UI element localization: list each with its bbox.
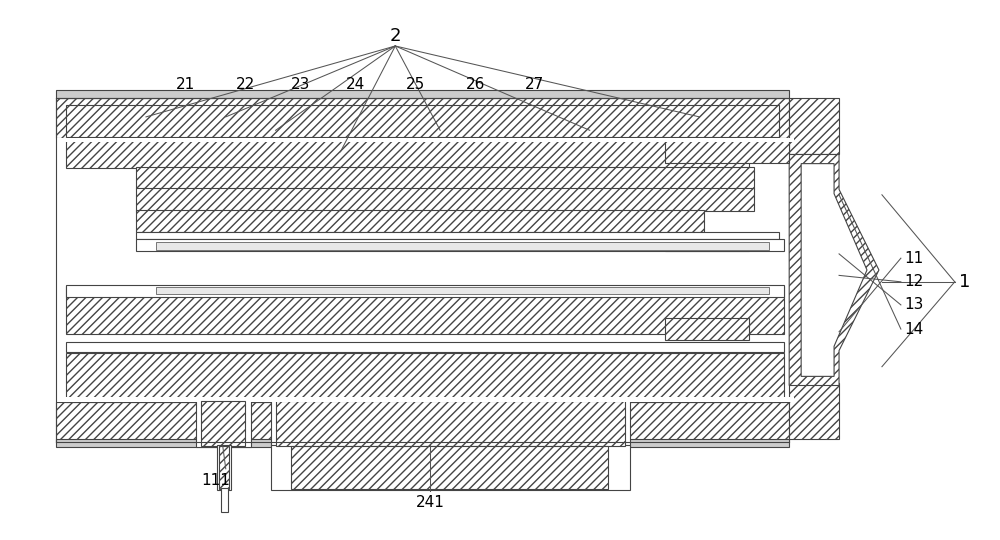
Bar: [56, 439, 789, 447]
Bar: [665, 239, 749, 251]
Text: 11: 11: [904, 251, 923, 266]
Bar: [291, 446, 608, 489]
Text: 22: 22: [236, 77, 255, 92]
Bar: [136, 167, 754, 190]
Bar: [56, 397, 794, 402]
Bar: [789, 383, 839, 439]
Bar: [66, 105, 779, 137]
Bar: [136, 239, 784, 251]
Bar: [665, 319, 749, 340]
Text: 1: 1: [959, 273, 970, 291]
Polygon shape: [789, 154, 879, 386]
Bar: [201, 401, 245, 446]
Bar: [66, 286, 784, 334]
Text: 241: 241: [416, 495, 445, 510]
Bar: [221, 488, 228, 512]
Bar: [271, 444, 630, 490]
Text: 23: 23: [291, 77, 310, 92]
Bar: [217, 444, 231, 490]
Text: 24: 24: [346, 77, 365, 92]
Text: 21: 21: [176, 77, 195, 92]
Text: 26: 26: [465, 77, 485, 92]
Bar: [136, 188, 754, 211]
Text: 2: 2: [390, 28, 401, 45]
Bar: [789, 98, 839, 154]
Bar: [66, 138, 749, 168]
Bar: [56, 138, 794, 142]
Bar: [156, 242, 769, 249]
Bar: [66, 285, 784, 297]
Bar: [196, 399, 251, 447]
Bar: [276, 401, 625, 446]
Bar: [56, 98, 789, 138]
Polygon shape: [801, 164, 867, 376]
Text: 111: 111: [201, 473, 230, 488]
Bar: [66, 342, 784, 352]
Text: 14: 14: [904, 322, 923, 336]
Bar: [136, 210, 704, 232]
Bar: [156, 287, 769, 294]
Bar: [136, 232, 779, 239]
Text: 13: 13: [904, 298, 923, 313]
Text: 25: 25: [406, 77, 425, 92]
Bar: [665, 138, 789, 163]
Bar: [219, 446, 229, 489]
Bar: [271, 399, 630, 447]
Bar: [56, 90, 789, 98]
Text: 27: 27: [525, 77, 545, 92]
Bar: [56, 402, 789, 442]
Text: 12: 12: [904, 274, 923, 289]
Bar: [66, 353, 784, 402]
